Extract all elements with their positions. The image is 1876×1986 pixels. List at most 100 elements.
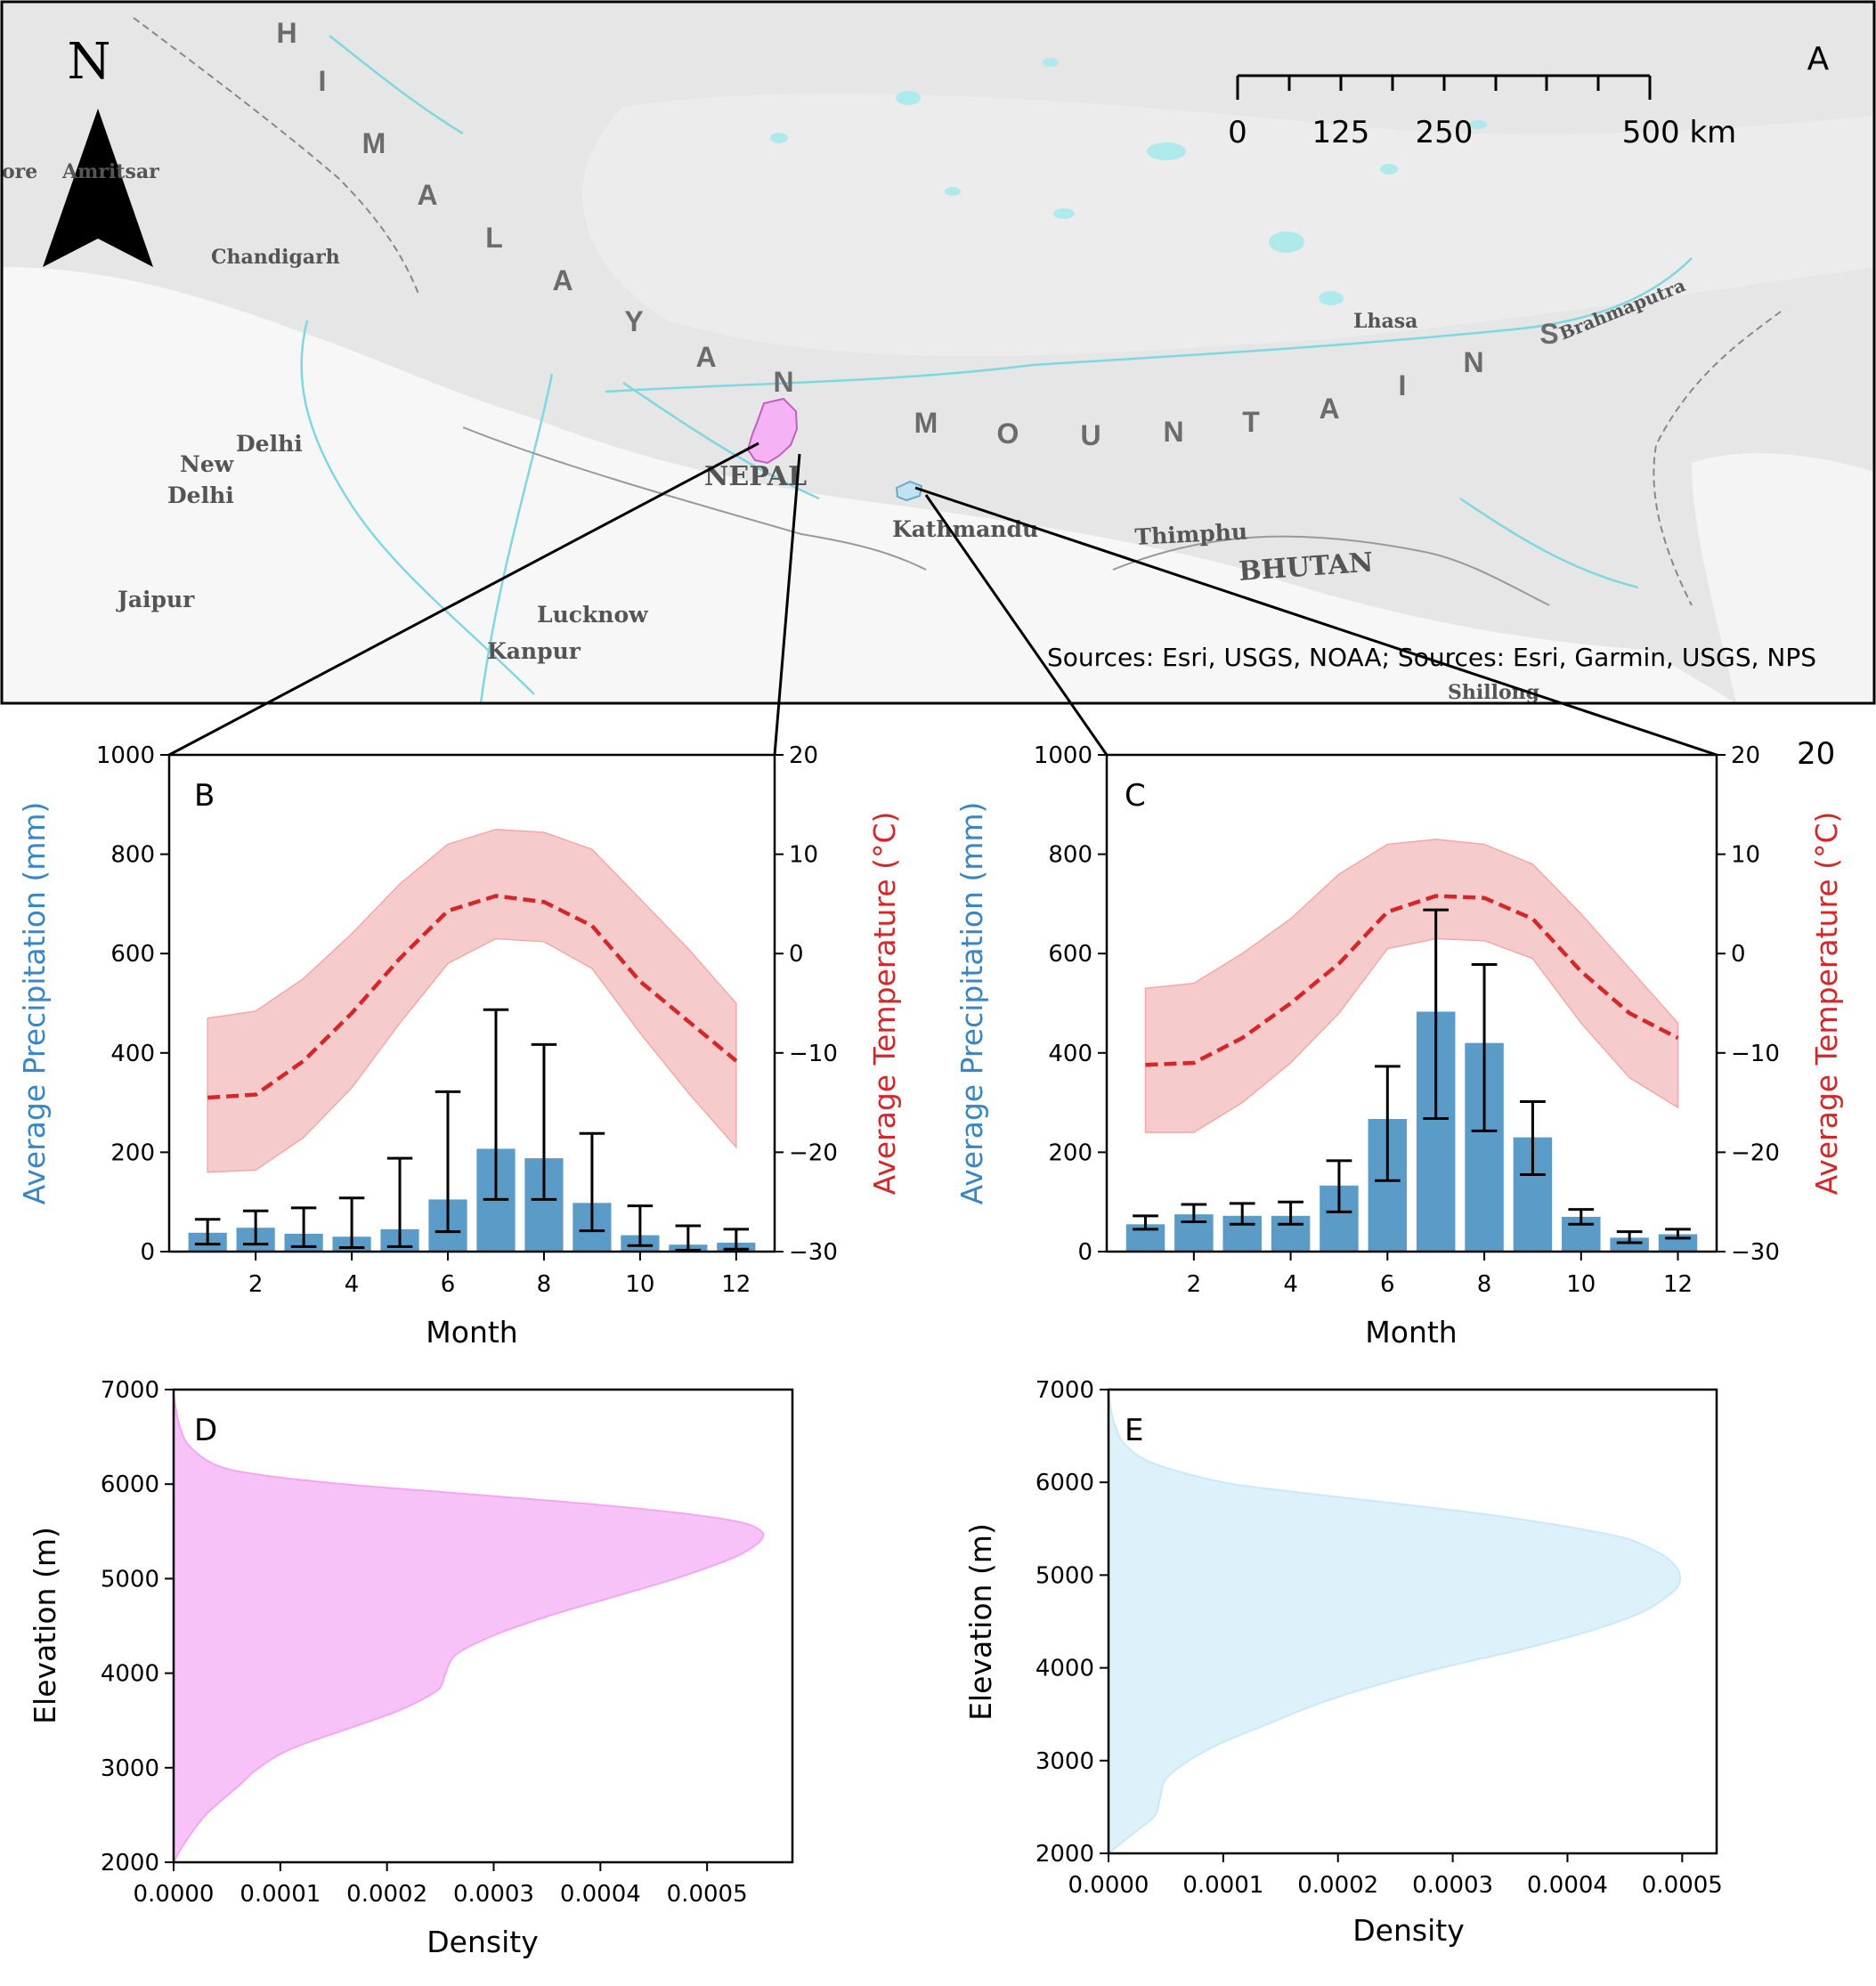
panel-label-a: A: [1807, 41, 1830, 77]
y2-tick-label: 20: [789, 742, 818, 769]
error-bar-path: [1665, 1228, 1691, 1240]
y-tick-label: 400: [110, 1041, 155, 1067]
y-tick-label: 600: [110, 941, 155, 968]
x-tick-label: 4: [1283, 1271, 1298, 1298]
precip-error-bar: [483, 1008, 509, 1201]
precip-error-bar: [627, 1204, 654, 1247]
chart-d: D 2000 3000 4000 5000 6000 7000 0.0000 0.0001 0…: [28, 1377, 794, 1959]
scale-label-0: 0: [1228, 115, 1247, 150]
x-tick-label: 0.0002: [1297, 1872, 1378, 1899]
y-tick-label: 7000: [101, 1377, 159, 1404]
place-amritsar: Amritsar: [61, 160, 159, 183]
temperature-range-band: [1144, 839, 1679, 1133]
y2-tick-label: 0: [1731, 941, 1746, 968]
x-tick-label: 6: [441, 1271, 456, 1298]
x-tick-label: 4: [345, 1271, 360, 1298]
xlabel-d: Density: [426, 1925, 538, 1959]
lakes: [770, 58, 1487, 305]
y-tick-label: 2000: [1035, 1841, 1094, 1868]
place-kanpur: Kanpur: [487, 638, 581, 664]
x-tick-label: 10: [1566, 1271, 1596, 1298]
y2-tick-label: −30: [1731, 1239, 1780, 1266]
error-bar-path: [483, 1008, 509, 1201]
x-tick-label: 0.0005: [1642, 1872, 1723, 1899]
scale-label-500: 500 km: [1622, 115, 1737, 150]
y-tick-label: 7000: [1035, 1377, 1094, 1404]
temperature-mean-line: [1145, 894, 1679, 1067]
y-tick-label: 4000: [101, 1661, 159, 1688]
precip-error-bar: [1471, 962, 1498, 1132]
error-bar-path: [290, 1206, 317, 1248]
range-letter: N: [1163, 416, 1183, 448]
region-c-glacier: [895, 480, 923, 502]
y2-tick-label: −20: [789, 1139, 838, 1166]
error-bar-path: [579, 1131, 605, 1233]
range-letter: U: [1080, 419, 1100, 451]
range-letter: L: [485, 222, 503, 254]
range-lettering: H I M A L A Y A N M O U N T A I N S: [276, 17, 1558, 451]
precip-error-bar: [1229, 1202, 1255, 1226]
precip-error-bar: [290, 1206, 317, 1248]
error-bar-path: [194, 1218, 221, 1246]
range-letter: S: [1539, 318, 1558, 350]
precip-error-bar: [194, 1218, 221, 1246]
range-letter: H: [276, 17, 296, 49]
error-bar-path: [1181, 1203, 1207, 1224]
error-bar-path: [1278, 1200, 1303, 1226]
precip-error-bar: [1423, 908, 1450, 1120]
error-bar-path: [1471, 962, 1498, 1132]
error-bar-path: [1133, 1214, 1158, 1231]
error-bar-path: [531, 1042, 557, 1201]
range-letter: I: [319, 65, 327, 97]
error-bar-path: [1374, 1065, 1401, 1182]
y-tick-label: 400: [1048, 1041, 1092, 1067]
temperature-mean-line: [207, 894, 738, 1100]
map-panel: N 0 125 250 500 km A H I M A L A Y A N M…: [0, 0, 1876, 705]
precip-error-bar: [723, 1228, 750, 1251]
error-bar-path: [675, 1224, 702, 1252]
x-tick-label: 0.0000: [1068, 1872, 1149, 1899]
borders: [133, 17, 1782, 606]
precip-error-bar: [338, 1196, 365, 1250]
range-letter: M: [914, 407, 938, 439]
x-tick-label: 8: [1477, 1271, 1492, 1298]
y-tick-label: 5000: [1035, 1562, 1094, 1589]
y2-tick-label: 10: [1731, 842, 1760, 869]
x-tick-label: 12: [1663, 1271, 1693, 1298]
x-tick-label: 2: [248, 1271, 264, 1298]
y-tick-label: 0: [1077, 1239, 1092, 1266]
precip-bar: [1610, 1237, 1649, 1252]
place-delhi: Delhi: [236, 431, 303, 457]
x-tick-label: 0.0005: [667, 1881, 748, 1908]
xlabel-b: Month: [426, 1315, 517, 1350]
place-thimphu: Thimphu: [1134, 518, 1248, 550]
precip-error-bar: [1520, 1099, 1546, 1177]
range-letter: O: [997, 417, 1019, 450]
scale-label-125: 125: [1312, 115, 1370, 150]
range-letter: A: [695, 341, 716, 373]
x-tick-label: 0.0004: [1527, 1872, 1608, 1899]
y-tick-label: 5000: [101, 1566, 159, 1593]
place-lahore: ore: [2, 160, 37, 183]
place-shillong: Shillong: [1448, 681, 1539, 704]
ylabel2-b: Average Temperature (°C): [867, 812, 902, 1196]
y-tick-label: 2000: [101, 1850, 159, 1877]
error-bar-path: [338, 1196, 365, 1250]
north-arrow-icon: N: [43, 33, 153, 267]
place-lucknow: Lucknow: [537, 602, 649, 628]
plot-b-frame: [167, 753, 776, 1253]
scale-label-250: 250: [1416, 115, 1474, 150]
y2-tick-label: 10: [789, 842, 818, 869]
y-tick-label: 3000: [101, 1755, 159, 1782]
y-tick-label: 200: [110, 1139, 155, 1166]
density-area: [1108, 1389, 1682, 1856]
range-letter: I: [1399, 369, 1407, 401]
y2-tick-label: 0: [789, 941, 804, 968]
y2-tick-label: 20: [1731, 742, 1760, 769]
range-letter: A: [552, 264, 573, 296]
north-label: N: [68, 33, 111, 91]
y2-tick-label: −20: [1731, 1139, 1780, 1166]
precip-error-bar: [1133, 1214, 1158, 1231]
xlabel-c: Month: [1365, 1315, 1457, 1350]
x-tick-label: 0.0002: [346, 1881, 427, 1908]
